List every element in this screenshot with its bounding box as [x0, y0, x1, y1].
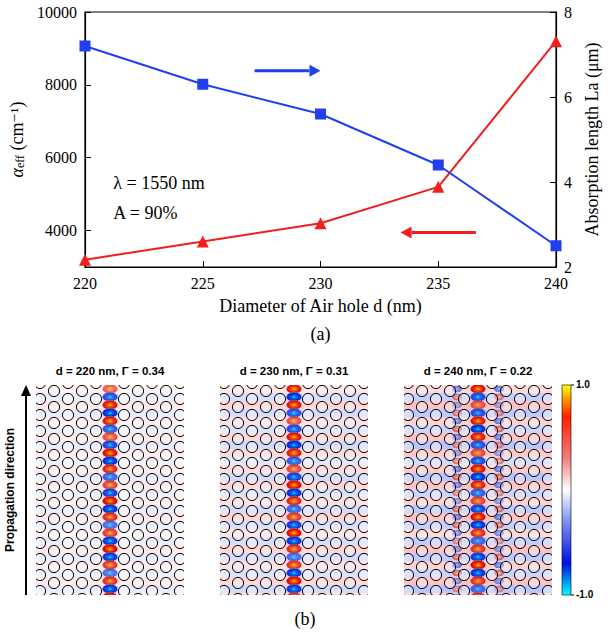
svg-text:10000: 10000	[37, 4, 77, 21]
svg-text:-1.0: -1.0	[576, 589, 594, 600]
svg-text:225: 225	[191, 275, 215, 292]
svg-text:(cm⁻¹): (cm⁻¹)	[7, 102, 28, 155]
svg-text:Absorption length La (μm): Absorption length La (μm)	[582, 42, 603, 236]
svg-text:2: 2	[564, 259, 572, 276]
svg-text:230: 230	[309, 275, 333, 292]
svg-text:d = 220 nm, Γ = 0.34: d = 220 nm, Γ = 0.34	[56, 365, 165, 377]
svg-text:4: 4	[564, 174, 572, 191]
svg-text:α: α	[7, 168, 28, 178]
svg-text:220: 220	[73, 275, 97, 292]
svg-text:8000: 8000	[45, 76, 77, 93]
svg-text:λ = 1550 nm: λ = 1550 nm	[113, 173, 204, 193]
svg-text:Diameter of Air hole d (nm): Diameter of Air hole d (nm)	[219, 296, 421, 317]
svg-text:d = 240 nm, Γ = 0.22: d = 240 nm, Γ = 0.22	[424, 365, 533, 377]
svg-text:6: 6	[564, 89, 572, 106]
svg-text:(a): (a)	[311, 324, 331, 345]
svg-text:(b): (b)	[295, 609, 316, 630]
svg-text:eff: eff	[13, 155, 27, 168]
svg-text:d = 230 nm, Γ = 0.31: d = 230 nm, Γ = 0.31	[240, 365, 349, 377]
svg-text:4000: 4000	[45, 222, 77, 239]
svg-text:A = 90%: A = 90%	[113, 203, 177, 223]
svg-text:6000: 6000	[45, 149, 77, 166]
svg-text:Propagation direction: Propagation direction	[3, 428, 17, 552]
svg-text:240: 240	[544, 275, 568, 292]
svg-text:235: 235	[426, 275, 450, 292]
svg-text:1.0: 1.0	[576, 379, 590, 390]
svg-text:8: 8	[564, 4, 572, 21]
